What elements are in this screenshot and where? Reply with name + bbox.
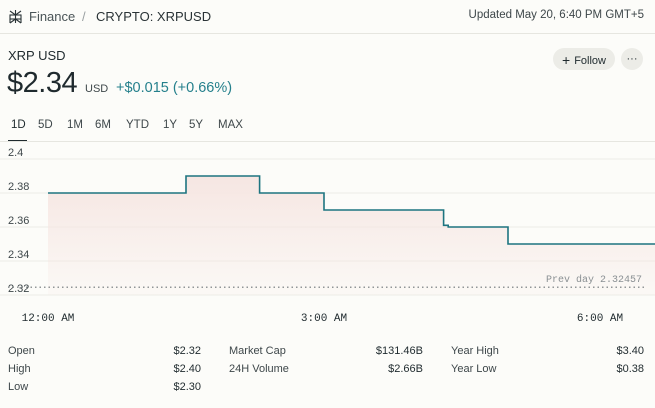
- perplexity-logo-icon[interactable]: [8, 9, 23, 24]
- price-chart[interactable]: 2.4 2.38 2.36 2.34 2.32 Prev day 2.32457 12:00…: [0, 148, 655, 328]
- asset-pair-title: XRP USD: [8, 48, 66, 63]
- price-change: +$0.015 (+0.66%): [116, 80, 233, 96]
- stat-yearlow-value: $0.38: [616, 363, 644, 375]
- more-options-button[interactable]: ···: [621, 48, 643, 70]
- stat-marketcap-value: $131.46B: [375, 345, 423, 357]
- tab-divider: [0, 141, 655, 142]
- prev-close-label: Prev day 2.32457: [546, 274, 642, 286]
- breadcrumb-separator: /: [82, 9, 86, 24]
- breadcrumb-finance[interactable]: Finance: [29, 9, 76, 24]
- top-bar: Finance / CRYPTO: XRPUSD Updated May 20,…: [0, 0, 655, 34]
- stat-yearlow-label: Year Low: [451, 363, 497, 375]
- tab-max[interactable]: MAX: [218, 119, 243, 131]
- stat-yearhigh-label: Year High: [451, 345, 499, 357]
- tab-1m[interactable]: 1M: [67, 119, 83, 131]
- tab-1y[interactable]: 1Y: [163, 119, 178, 131]
- y-tick-label: 2.38: [8, 181, 29, 193]
- tab-5d[interactable]: 5D: [38, 119, 53, 131]
- updated-timestamp: Updated May 20, 6:40 PM GMT+5: [468, 9, 644, 21]
- stat-marketcap-label: Market Cap: [229, 345, 286, 357]
- tab-5y[interactable]: 5Y: [189, 119, 204, 131]
- x-tick-label: 3:00 AM: [301, 313, 347, 325]
- tab-ytd[interactable]: YTD: [126, 119, 149, 131]
- stat-yearhigh-value: $3.40: [616, 345, 644, 357]
- plus-icon: +: [562, 52, 571, 68]
- x-tick-label: 6:00 AM: [577, 313, 623, 325]
- stat-high-label: High: [8, 363, 31, 375]
- stat-low-value: $2.30: [173, 381, 201, 393]
- follow-button[interactable]: + Follow: [553, 48, 615, 70]
- follow-label: Follow: [574, 55, 606, 67]
- x-tick-label: 12:00 AM: [22, 313, 75, 325]
- stat-volume-label: 24H Volume: [229, 363, 289, 375]
- tab-6m[interactable]: 6M: [95, 119, 111, 131]
- y-tick-label: 2.4: [8, 148, 23, 159]
- y-tick-label: 2.34: [8, 249, 29, 261]
- stat-open-value: $2.32: [173, 345, 201, 357]
- tab-1d[interactable]: 1D: [11, 119, 26, 131]
- price-line: [48, 175, 655, 245]
- price-currency: USD: [85, 83, 109, 95]
- stat-high-value: $2.40: [173, 363, 201, 375]
- stat-low-label: Low: [8, 381, 29, 393]
- current-price: $2.34: [7, 67, 78, 99]
- stat-open-label: Open: [8, 345, 35, 357]
- breadcrumb-symbol: CRYPTO: XRPUSD: [96, 9, 212, 24]
- y-tick-label: 2.32: [8, 283, 29, 295]
- price-area-fill: [48, 176, 655, 295]
- stat-volume-value: $2.66B: [388, 363, 423, 375]
- y-tick-label: 2.36: [8, 215, 29, 227]
